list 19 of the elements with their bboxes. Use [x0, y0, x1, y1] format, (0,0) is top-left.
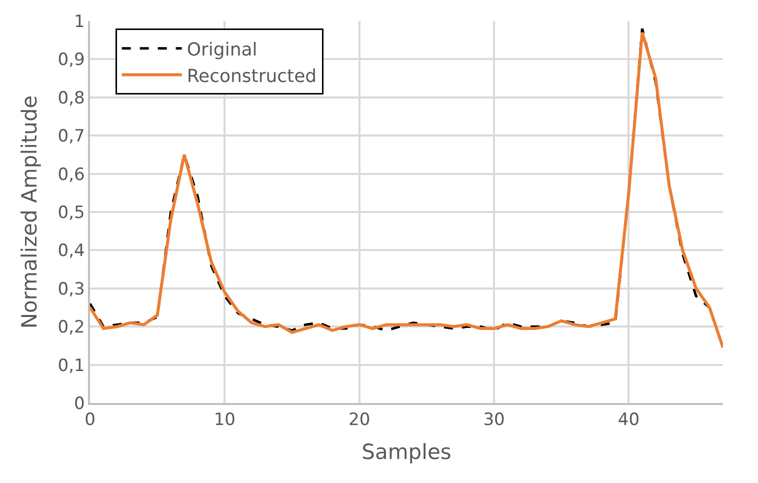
- y-tick-label: 0,1: [58, 356, 85, 376]
- y-tick-label: 0,7: [58, 126, 85, 147]
- y-tick-label: 0,3: [58, 279, 85, 300]
- x-tick-label: 20: [348, 410, 370, 430]
- y-tick-label: 0,5: [58, 202, 85, 223]
- y-axis-title: Normalized Amplitude: [17, 95, 42, 329]
- x-tick-label: 30: [483, 410, 505, 430]
- legend-label: Reconstructed: [186, 66, 317, 87]
- y-tick-label: 0,8: [58, 88, 85, 108]
- x-axis-title: Samples: [362, 440, 452, 464]
- y-tick-label: 0,4: [58, 241, 85, 262]
- x-tick-label: 40: [618, 410, 640, 430]
- y-tick-label: 0,9: [58, 50, 85, 70]
- y-tick-label: 1: [74, 12, 85, 32]
- y-tick-label: 0,2: [58, 318, 85, 338]
- y-tick-label: 0,6: [58, 164, 85, 185]
- legend-label: Original: [186, 39, 258, 60]
- y-tick-label: 0: [74, 394, 85, 414]
- x-tick-label: 10: [214, 410, 236, 430]
